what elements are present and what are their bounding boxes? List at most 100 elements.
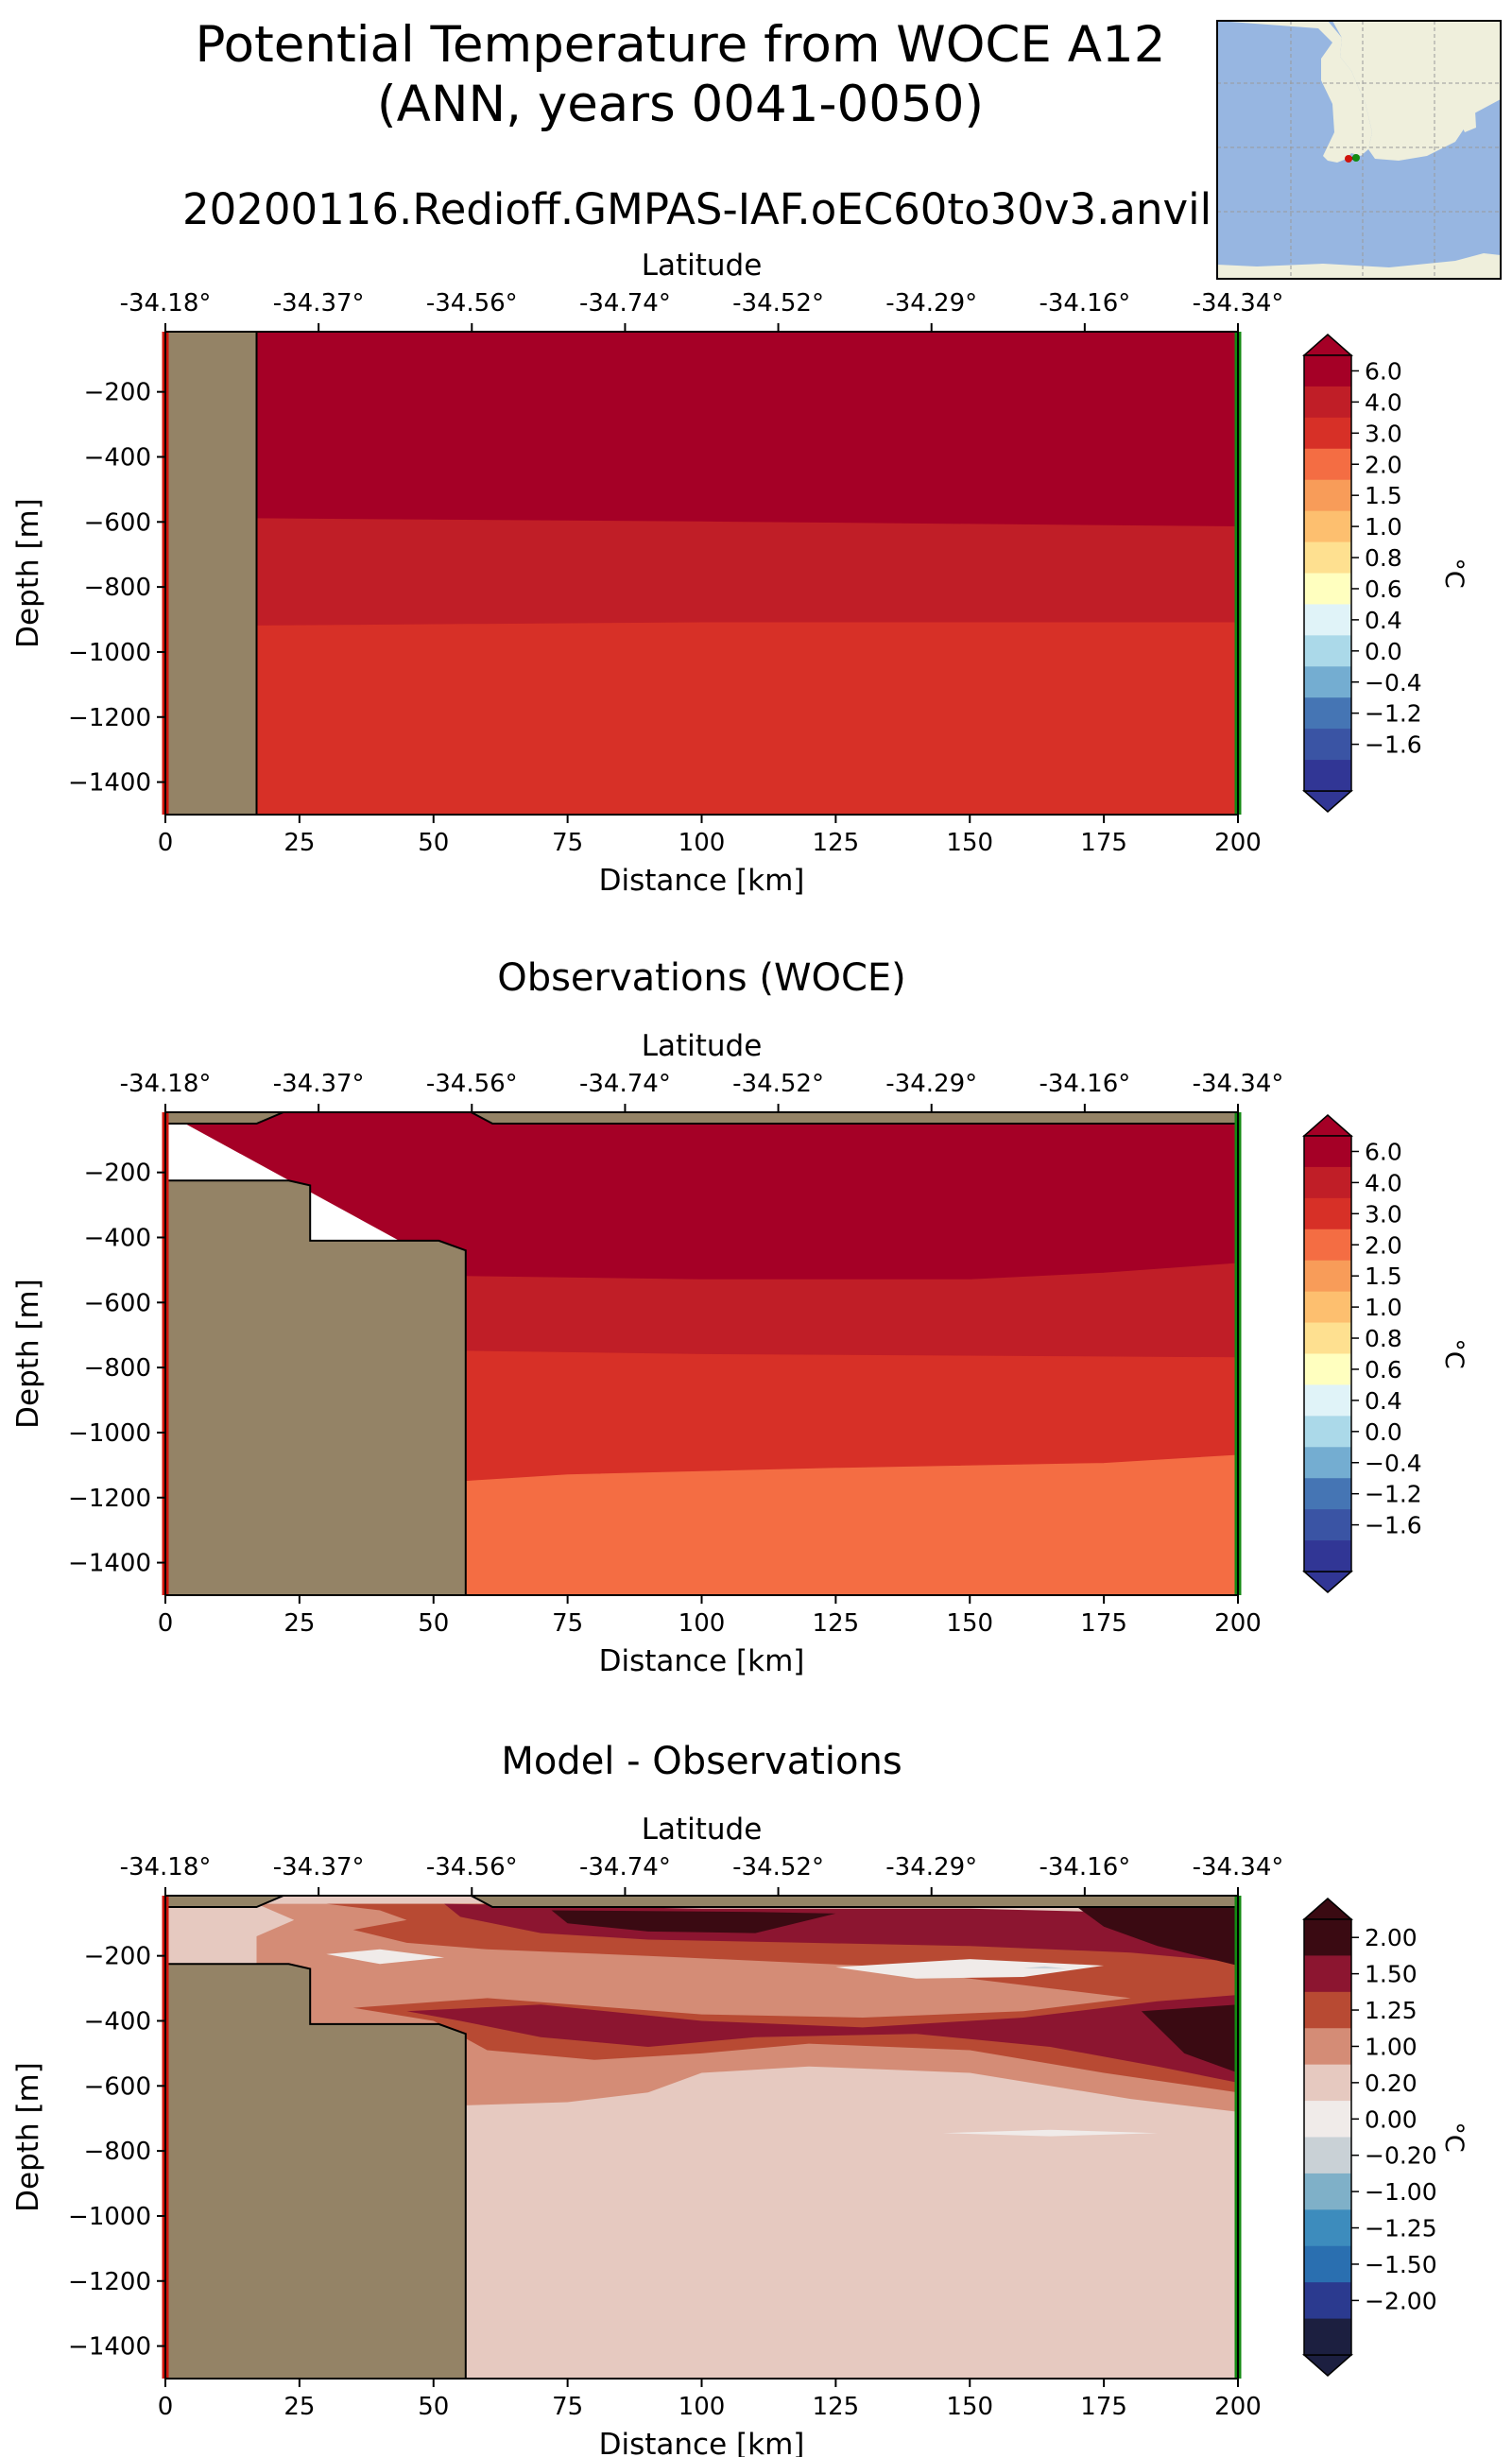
x-tick-label: 100 bbox=[679, 2393, 726, 2421]
x-tick-label: 50 bbox=[418, 2393, 449, 2421]
lat-tick-label: -34.56° bbox=[426, 1853, 518, 1881]
colorbar-extend-max bbox=[1302, 1114, 1353, 1137]
colorbar-segment bbox=[1304, 2101, 1351, 2138]
contour-patch-9 bbox=[835, 1959, 1105, 1979]
x-tick-label: 50 bbox=[418, 829, 449, 857]
colorbar-tick-label: −0.20 bbox=[1365, 2142, 1437, 2170]
lat-tick-label: -34.74° bbox=[579, 1853, 671, 1881]
contour-band-1 bbox=[165, 332, 1238, 528]
x-tick-label: 200 bbox=[1214, 2393, 1262, 2421]
colorbar-tick-label: 1.0 bbox=[1365, 1294, 1402, 1321]
top-axis-label: Latitude bbox=[642, 1029, 763, 1063]
inset-map-africa-land bbox=[1217, 21, 1372, 163]
colorbar-tick-label: −1.2 bbox=[1365, 700, 1422, 728]
colorbar-frame bbox=[1303, 354, 1352, 792]
y-axis-label: Depth [m] bbox=[11, 2062, 45, 2212]
colorbar-frame bbox=[1303, 1135, 1352, 1572]
colorbar-segment bbox=[1304, 1136, 1351, 1168]
colorbar-tick-label: 0.00 bbox=[1365, 2105, 1418, 2133]
lat-tick-label: -34.52° bbox=[732, 1070, 824, 1098]
colorbar-segment bbox=[1304, 1416, 1351, 1448]
y-tick-label: −400 bbox=[84, 2007, 151, 2036]
colorbar-tick-label: 0.4 bbox=[1365, 1387, 1402, 1415]
x-tick-label: 0 bbox=[158, 829, 174, 857]
plot-area bbox=[165, 332, 1238, 815]
colorbar-tick-label: 6.0 bbox=[1365, 1138, 1402, 1165]
colorbar-segment bbox=[1304, 417, 1351, 450]
x-tick-label: 25 bbox=[284, 829, 315, 857]
colorbar-segment bbox=[1304, 1447, 1351, 1479]
inset-map-antarctica bbox=[1217, 253, 1501, 279]
x-tick-label: 25 bbox=[284, 2393, 315, 2421]
y-axis-label: Depth [m] bbox=[11, 498, 45, 648]
contour-patch-8 bbox=[326, 1949, 445, 1965]
colorbar-tick-label: 3.0 bbox=[1365, 1200, 1402, 1228]
colorbar-tick-label: 0.8 bbox=[1365, 1325, 1402, 1352]
colorbar-tick-label: −1.6 bbox=[1365, 731, 1422, 759]
colorbar-tick-label: 2.0 bbox=[1365, 451, 1402, 478]
colorbar-segment bbox=[1304, 1384, 1351, 1417]
land-mask bbox=[165, 332, 258, 815]
contour-patch-4 bbox=[406, 1995, 1238, 2083]
lat-tick-label: -34.34° bbox=[1193, 1853, 1284, 1881]
colorbar-segment bbox=[1304, 1197, 1351, 1230]
top-axis-label: Latitude bbox=[642, 249, 763, 283]
x-tick-label: 175 bbox=[1080, 2393, 1127, 2421]
lat-tick-label: -34.29° bbox=[885, 1070, 977, 1098]
inset-map-end-marker bbox=[1352, 154, 1360, 162]
colorbar-extend-min bbox=[1302, 1571, 1353, 1593]
colorbar-segment bbox=[1304, 1291, 1351, 1324]
colorbar-segment bbox=[1304, 355, 1351, 387]
x-tick-label: 150 bbox=[946, 1609, 993, 1638]
y-tick-label: −1000 bbox=[68, 639, 151, 667]
x-tick-label: 150 bbox=[946, 829, 993, 857]
colorbar-segment bbox=[1304, 448, 1351, 481]
colorbar-tick-label: 0.4 bbox=[1365, 607, 1402, 634]
contour-patch-6 bbox=[1076, 1907, 1238, 1966]
colorbar-segment bbox=[1304, 479, 1351, 512]
colorbar: 6.0 4.0 3.0 2.0 1.5 1.0 0.8 0.6 0.4 0.0 −0.4 −1.2 −1… bbox=[1302, 1114, 1469, 1593]
y-tick-label: −600 bbox=[84, 2072, 151, 2101]
colorbar-tick-label: 1.25 bbox=[1365, 1997, 1418, 2024]
colorbar-segment bbox=[1304, 635, 1351, 667]
colorbar-segment bbox=[1304, 510, 1351, 543]
lat-tick-label: -34.34° bbox=[1193, 289, 1284, 318]
y-tick-label: −200 bbox=[84, 1943, 151, 1971]
y-tick-label: −400 bbox=[84, 1224, 151, 1252]
colorbar-segment bbox=[1304, 604, 1351, 636]
contour-band-3 bbox=[256, 622, 1238, 815]
colorbar-tick-label: 1.5 bbox=[1365, 482, 1402, 509]
y-tick-label: −1200 bbox=[68, 704, 151, 732]
lat-tick-label: -34.34° bbox=[1193, 1070, 1284, 1098]
colorbar-segment bbox=[1304, 1166, 1351, 1199]
y-tick-label: −1400 bbox=[68, 769, 151, 798]
x-tick-label: 150 bbox=[946, 2393, 993, 2421]
lat-tick-label: -34.37° bbox=[273, 289, 365, 318]
colorbar-tick-label: 1.5 bbox=[1365, 1263, 1402, 1290]
y-tick-label: −400 bbox=[84, 443, 151, 472]
colorbar-tick-label: 0.0 bbox=[1365, 1418, 1402, 1446]
inset-map-start-marker bbox=[1345, 155, 1352, 163]
colorbar-tick-label: −2.00 bbox=[1365, 2287, 1437, 2314]
y-tick-label: −200 bbox=[84, 379, 151, 407]
colorbar-segment bbox=[1304, 386, 1351, 419]
colorbar-tick-label: −0.4 bbox=[1365, 669, 1422, 696]
lat-tick-label: -34.56° bbox=[426, 1070, 518, 1098]
colorbar-tick-label: −1.6 bbox=[1365, 1512, 1422, 1539]
colorbar-label: °C bbox=[1439, 2122, 1469, 2152]
colorbar-label: °C bbox=[1439, 1338, 1469, 1368]
colorbar-segment bbox=[1304, 1478, 1351, 1510]
y-axis-label: Depth [m] bbox=[11, 1279, 45, 1429]
lat-tick-label: -34.37° bbox=[273, 1070, 365, 1098]
colorbar-extend-min bbox=[1302, 2354, 1353, 2377]
x-tick-label: 125 bbox=[813, 829, 860, 857]
colorbar-segment bbox=[1304, 1919, 1351, 1956]
colorbar-segment bbox=[1304, 697, 1351, 730]
lat-tick-label: -34.16° bbox=[1039, 1853, 1130, 1881]
lat-tick-label: -34.29° bbox=[885, 289, 977, 318]
contour-band-4 bbox=[465, 1454, 1238, 1595]
x-tick-label: 75 bbox=[552, 1609, 583, 1638]
colorbar-segment bbox=[1304, 1991, 1351, 2029]
x-tick-label: 200 bbox=[1214, 1609, 1262, 1638]
